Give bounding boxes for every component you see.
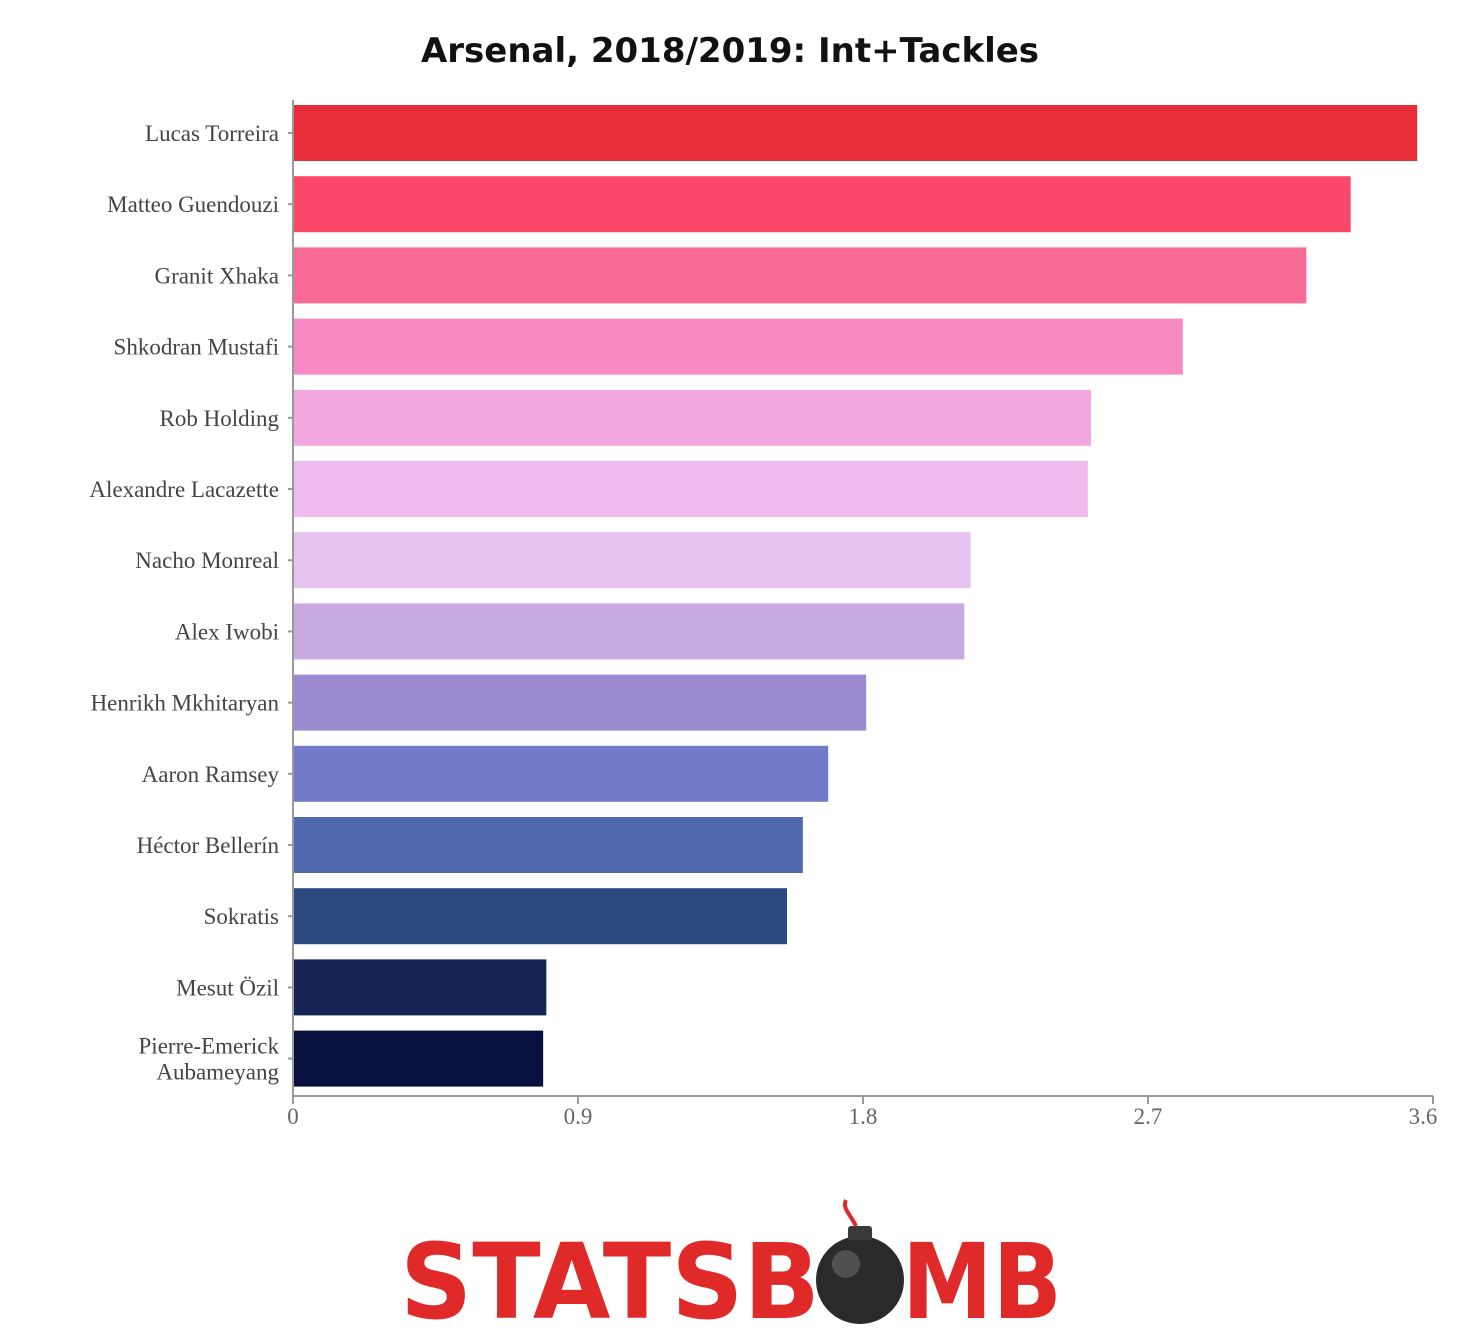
bar xyxy=(294,532,971,589)
bar xyxy=(294,105,1418,161)
bar xyxy=(294,603,965,660)
bar xyxy=(294,817,803,873)
x-tick-label: 1.8 xyxy=(849,1104,878,1129)
bar xyxy=(294,1030,544,1087)
category-label: Nacho Monreal xyxy=(135,548,279,573)
x-tick-label: 3.6 xyxy=(1409,1104,1438,1129)
category-label: Alexandre Lacazette xyxy=(89,477,279,502)
bar xyxy=(294,318,1183,375)
category-label: Matteo Guendouzi xyxy=(107,192,279,217)
x-ticks: 0 0.9 1.8 2.7 3.6 xyxy=(287,1096,1437,1129)
category-label: Henrikh Mkhitaryan xyxy=(91,691,280,716)
x-tick-label: 2.7 xyxy=(1134,1104,1163,1129)
category-label: Aubameyang xyxy=(156,1060,279,1085)
category-label: Granit Xhaka xyxy=(154,263,279,288)
category-label: Rob Holding xyxy=(160,406,280,431)
bars-group xyxy=(294,105,1418,1087)
bar xyxy=(294,674,867,731)
category-label: Shkodran Mustafi xyxy=(114,335,279,360)
bar xyxy=(294,389,1091,446)
category-label: Mesut Özil xyxy=(176,975,279,1000)
category-label: Lucas Torreira xyxy=(145,121,279,146)
logo-text-left: STATSB xyxy=(400,1221,820,1336)
bar xyxy=(294,959,547,1016)
category-label: Pierre-Emerick xyxy=(139,1034,280,1059)
bar xyxy=(294,176,1351,233)
logo-text-right: MB xyxy=(902,1221,1062,1336)
category-labels: Lucas Torreira Matteo Guendouzi Granit Xha… xyxy=(89,121,293,1085)
chart-title: Arsenal, 2018/2019: Int+Tackles xyxy=(421,31,1039,71)
bar xyxy=(294,745,829,802)
bar xyxy=(294,247,1307,304)
x-tick-label: 0.9 xyxy=(564,1104,593,1129)
x-tick-label: 0 xyxy=(287,1104,299,1129)
bar xyxy=(294,888,787,945)
bar xyxy=(294,461,1088,517)
category-label: Aaron Ramsey xyxy=(142,762,280,787)
category-label: Sokratis xyxy=(204,904,279,929)
bomb-icon xyxy=(816,1199,904,1324)
category-label: Héctor Bellerín xyxy=(137,833,280,858)
statsbomb-logo: STATSB MB xyxy=(400,1199,1062,1336)
category-label: Alex Iwobi xyxy=(175,619,279,644)
